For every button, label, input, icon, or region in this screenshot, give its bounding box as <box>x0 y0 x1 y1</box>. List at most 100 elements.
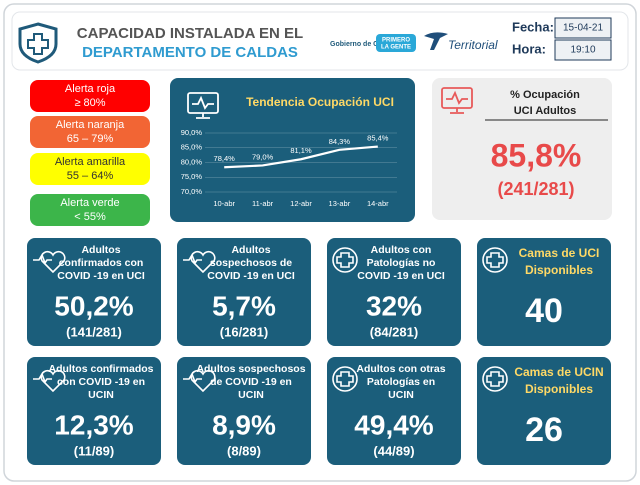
card-icon <box>482 366 508 392</box>
trend-line <box>224 145 378 169</box>
card-title: COVID -19 en UCI <box>207 270 295 282</box>
card-title: Adultos con <box>371 244 432 256</box>
value-label: 85,4% <box>367 134 389 143</box>
fecha-box <box>554 17 612 39</box>
alert-range: 55 – 64% <box>67 170 114 182</box>
card-title: Adultos con otras <box>356 363 445 375</box>
card-value: 8,9% <box>212 409 276 440</box>
alert-label: Alerta verde <box>60 197 119 209</box>
card-title: sospechosos de <box>210 257 292 269</box>
occupancy-value: 85,8% <box>491 137 582 173</box>
card-value: 40 <box>525 292 563 330</box>
alert-range: < 55% <box>74 211 106 223</box>
x-tick-label: 13-abr <box>329 199 351 208</box>
cross-icon <box>486 252 504 268</box>
hora-box <box>554 39 612 61</box>
value-label: 79,0% <box>252 152 274 161</box>
card-title: COVID -19 en UCI <box>357 270 445 282</box>
card-value: 5,7% <box>212 290 276 321</box>
heart-icon <box>33 369 66 393</box>
alert-label: Alerta amarilla <box>55 156 126 168</box>
title-line1: CAPACIDAD INSTALADA EN EL <box>77 25 303 42</box>
alert-label: Alerta roja <box>65 83 116 95</box>
logo-territorial: Territorial <box>448 38 498 52</box>
value-label: 78,4% <box>214 154 236 163</box>
hora-label: Hora: <box>512 41 546 56</box>
fecha-label: Fecha: <box>512 19 554 34</box>
alert-range: 65 – 79% <box>67 133 114 145</box>
occupancy-title-1: % Ocupación <box>510 89 580 101</box>
alert-box <box>30 153 150 185</box>
card-icon <box>183 250 216 274</box>
y-tick-label: 75,0% <box>181 172 203 181</box>
card-title: Adultos <box>231 244 270 256</box>
y-tick-label: 85,0% <box>181 143 203 152</box>
card-icon <box>332 247 358 273</box>
x-tick-label: 10-abr <box>213 199 235 208</box>
x-tick-label: 14-abr <box>367 199 389 208</box>
card-title: Adultos confirmados <box>48 363 153 375</box>
logo-mark <box>424 32 448 50</box>
card-title: UCIN <box>388 389 414 401</box>
y-tick-label: 70,0% <box>181 187 203 196</box>
cross-icon <box>486 371 504 387</box>
card-title: Patologías en <box>367 376 435 388</box>
card-title: Patologías no <box>367 257 436 269</box>
header-panel <box>11 11 629 71</box>
y-tick-label: 90,0% <box>181 128 203 137</box>
value-label: 81,1% <box>290 146 312 155</box>
heart-icon <box>183 250 216 274</box>
card-title: Adultos sospechosos <box>196 363 305 375</box>
hora: 19:10 <box>570 45 595 56</box>
card-icon <box>183 369 216 393</box>
cross-ring <box>482 247 508 273</box>
card <box>477 238 611 346</box>
card-title: con COVID -19 en <box>57 376 145 388</box>
cross-ring <box>482 366 508 392</box>
card-title: Adultos <box>81 244 120 256</box>
card-title: Disponibles <box>525 382 593 396</box>
logo-gente-2: LA GENTE <box>381 45 411 51</box>
card-icon <box>33 250 66 274</box>
chart-title: Tendencia Ocupación UCI <box>246 95 394 109</box>
chart-panel <box>170 78 415 222</box>
title-line2: DEPARTAMENTO DE CALDAS <box>82 44 298 61</box>
card-value: 12,3% <box>54 409 133 440</box>
card-title: COVID -19 en UCI <box>57 270 145 282</box>
logo-caldas: Gobierno de CALDAS <box>330 41 403 48</box>
occupancy-title-2: UCI Adultos <box>514 105 577 117</box>
card <box>327 357 461 465</box>
card-title: confirmados con <box>59 257 144 269</box>
cross-ring <box>332 247 358 273</box>
alert-box <box>30 194 150 226</box>
occupancy-detail: (241/281) <box>497 179 574 199</box>
card-detail: (8/89) <box>227 443 261 458</box>
card-title: de COVID -19 en <box>210 376 292 388</box>
occupancy-icon <box>441 87 473 114</box>
card-detail: (16/281) <box>220 324 268 339</box>
card-title: UCIN <box>88 389 114 401</box>
alert-range: ≥ 80% <box>74 97 105 109</box>
alert-box <box>30 80 150 112</box>
card-icon <box>33 369 66 393</box>
card <box>477 357 611 465</box>
card-detail: (11/89) <box>74 443 114 458</box>
card-icon <box>332 366 358 392</box>
card-icon <box>482 247 508 273</box>
logo-gente-1: PRIMERO <box>382 38 410 44</box>
card-value: 49,4% <box>354 409 433 440</box>
value-label: 84,3% <box>329 137 351 146</box>
alert-box <box>30 116 150 148</box>
x-tick-label: 11-abr <box>252 199 274 208</box>
card-title: Camas de UCI <box>519 246 600 260</box>
card <box>327 238 461 346</box>
card-title: UCIN <box>238 389 264 401</box>
monitor-icon <box>187 92 219 119</box>
cross-icon <box>336 252 354 268</box>
alert-label: Alerta naranja <box>56 119 125 131</box>
cross-ring <box>332 366 358 392</box>
logo-badge <box>376 34 416 52</box>
card-title: Disponibles <box>525 263 593 277</box>
card-detail: (44/89) <box>373 443 414 458</box>
